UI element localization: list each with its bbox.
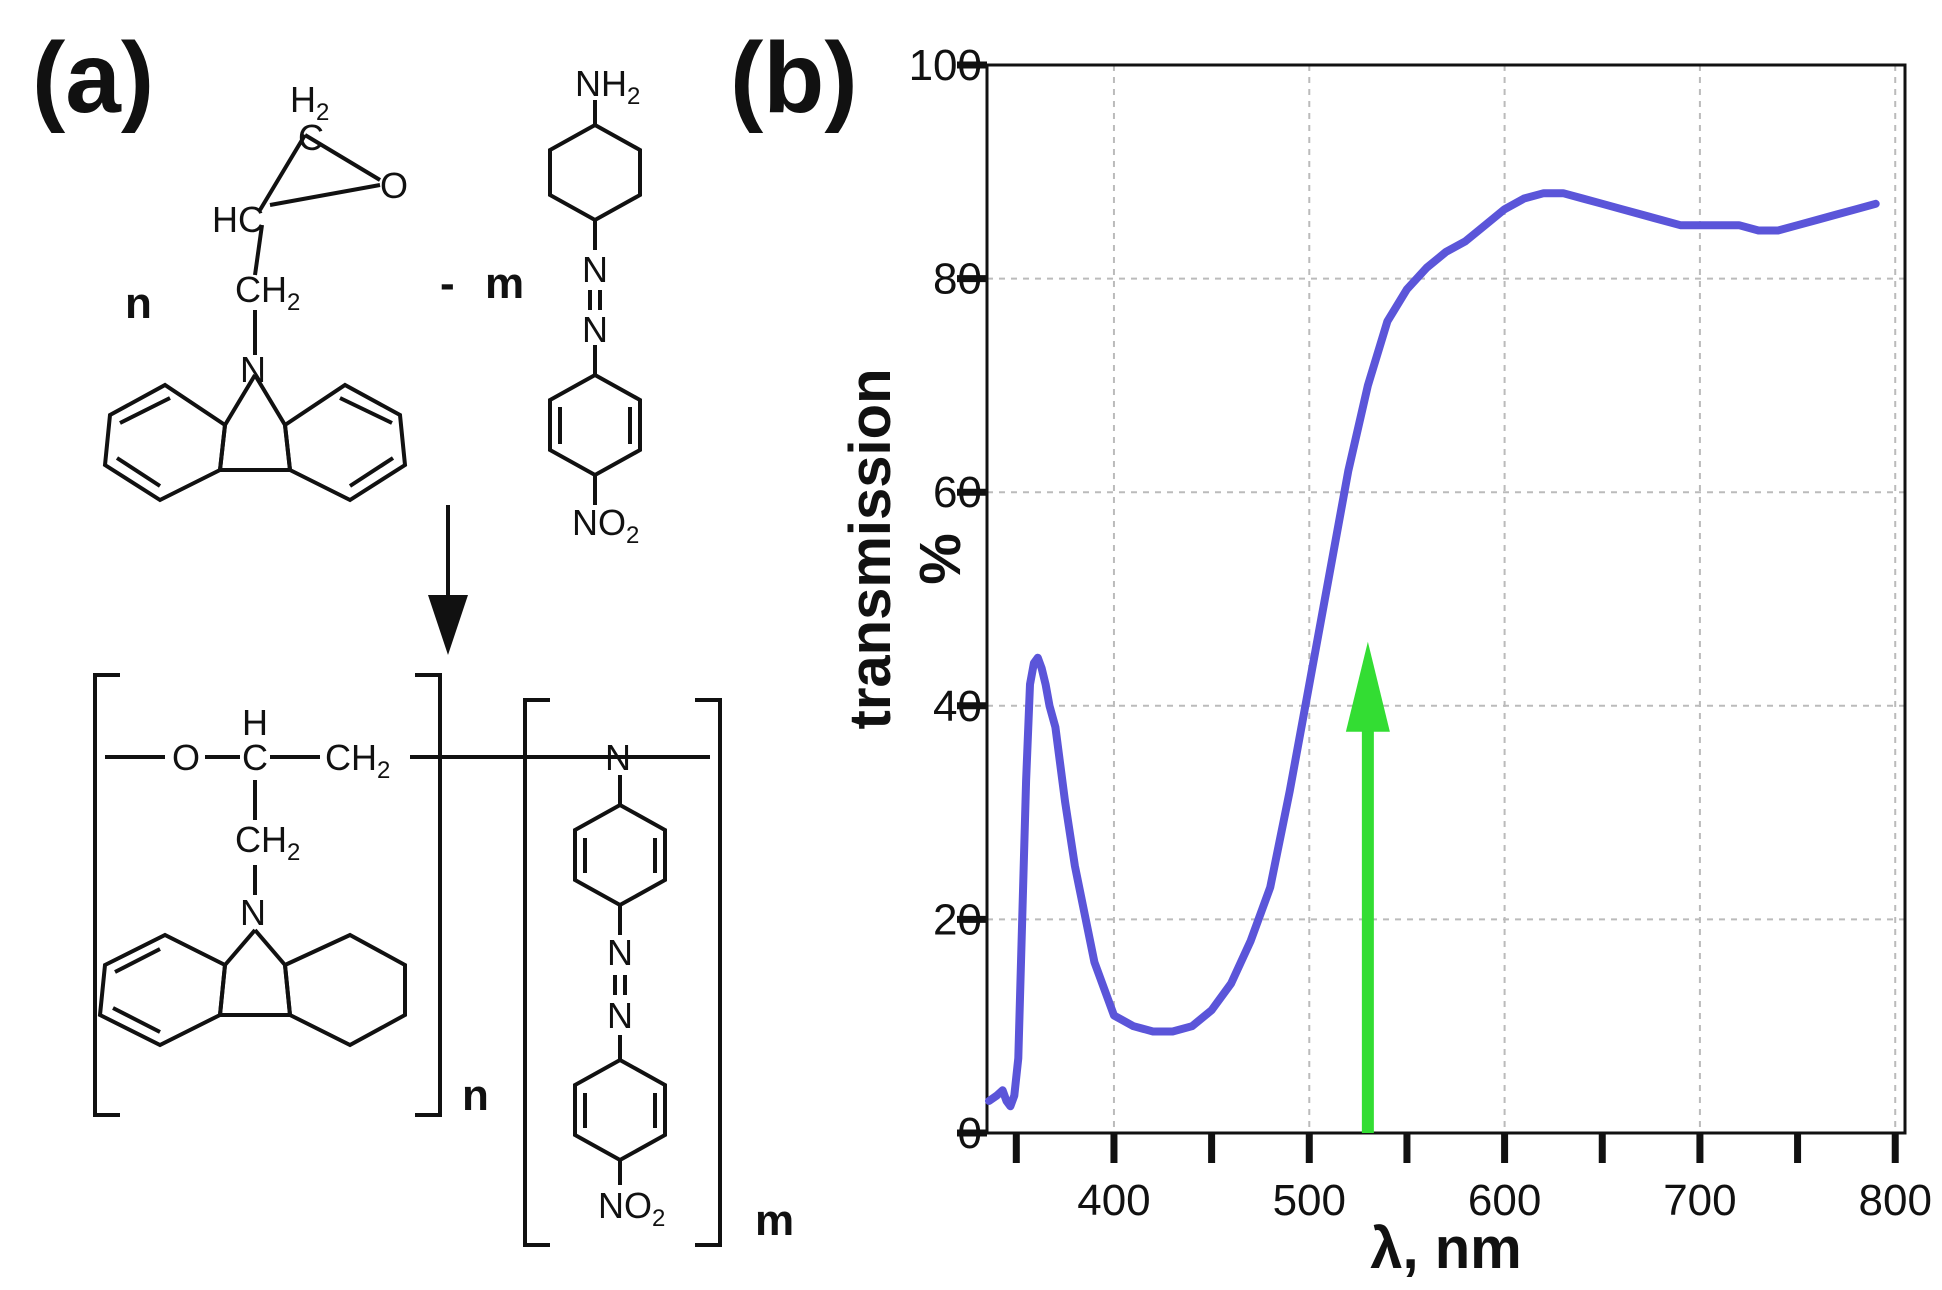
panel-b-label: (b) (730, 22, 858, 134)
atom-sub: 2 (627, 83, 640, 110)
atom-no: NO (598, 1185, 652, 1226)
chart-ticks (957, 61, 1899, 1163)
reactant-epoxypropylcarbazole (102, 133, 408, 503)
atom-o: O (172, 737, 200, 778)
atom-n: N (582, 309, 608, 350)
x-tick-label: 800 (1859, 1176, 1932, 1225)
scheme-labels: H2 C HC O CH2 N n - m NH2 N N NO2 H O C … (125, 63, 794, 1245)
atom-c: C (242, 737, 268, 778)
atom-ch: CH (235, 819, 287, 860)
atom-sub: 2 (626, 522, 639, 549)
atom-oxygen: O (380, 165, 408, 206)
atom-sub: 2 (287, 839, 300, 866)
x-tick-label: 400 (1077, 1176, 1150, 1225)
atom-no: NO (572, 502, 626, 543)
svg-text:CH2: CH2 (235, 269, 300, 316)
atom-n: N (605, 737, 631, 778)
coefficient-m: m (485, 259, 524, 308)
plot-frame (985, 63, 1907, 1135)
x-tick-label: 500 (1273, 1176, 1346, 1225)
coefficient-n: n (125, 279, 152, 328)
atom-h: H (242, 702, 268, 743)
y-tick-label: 40 (933, 682, 982, 731)
series-line-transmission (985, 189, 1880, 1111)
atom-sub: 2 (287, 289, 300, 316)
svg-text:NO2: NO2 (598, 1185, 665, 1232)
atom-sub: 2 (652, 1205, 665, 1232)
atom-h: H (290, 79, 316, 120)
atom-nitrogen: N (240, 349, 266, 390)
y-tick-label: 20 (933, 895, 982, 944)
minus-sign: - (440, 259, 455, 308)
atom-nh: NH (575, 63, 627, 104)
transmission-chart: 400 500 600 700 800 0 20 40 60 80 100 λ, nm transm… (838, 41, 1932, 1281)
svg-text:CH2: CH2 (325, 737, 390, 784)
svg-text:CH2: CH2 (235, 819, 300, 866)
atom-ch: CH (325, 737, 377, 778)
bracket-m-left (523, 698, 550, 1247)
atom-n: N (240, 892, 266, 933)
atom-c: C (298, 117, 324, 158)
y-axis-unit-label: % (908, 533, 973, 585)
y-axis-label: transmission (838, 369, 903, 730)
product-index-n: n (462, 1071, 489, 1120)
product-index-m: m (755, 1196, 794, 1245)
atom-n: N (582, 249, 608, 290)
reaction-scheme (93, 100, 722, 1247)
atom-ch: CH (235, 269, 287, 310)
bracket-n-right (415, 673, 442, 1117)
panel-a-label: (a) (32, 22, 154, 134)
svg-text:NO2: NO2 (572, 502, 639, 549)
atom-sub: 2 (316, 99, 329, 126)
svg-text:H2: H2 (290, 79, 329, 126)
excitation-arrow (1345, 641, 1390, 1133)
x-tick-label: 700 (1663, 1176, 1736, 1225)
y-tick-label: 60 (933, 468, 982, 517)
y-tick-label: 0 (958, 1109, 982, 1158)
chart-grid (987, 65, 1905, 1133)
y-tick-label: 100 (909, 41, 982, 90)
x-tick-label: 600 (1468, 1176, 1541, 1225)
atom-hc: HC (212, 199, 264, 240)
atom-n: N (607, 932, 633, 973)
bracket-n-left (93, 673, 120, 1117)
reaction-arrow-head (428, 595, 468, 655)
reactant-azo-amine (548, 100, 642, 505)
y-tick-label: 80 (933, 255, 982, 304)
atom-sub: 2 (377, 757, 390, 784)
excitation-arrow-head (1345, 641, 1390, 732)
svg-text:NH2: NH2 (575, 63, 640, 110)
bracket-m-right (695, 698, 722, 1247)
atom-n: N (607, 995, 633, 1036)
x-axis-label: λ, nm (1370, 1216, 1522, 1281)
chart-tick-labels: 400 500 600 700 800 0 20 40 60 80 100 (909, 41, 1932, 1225)
